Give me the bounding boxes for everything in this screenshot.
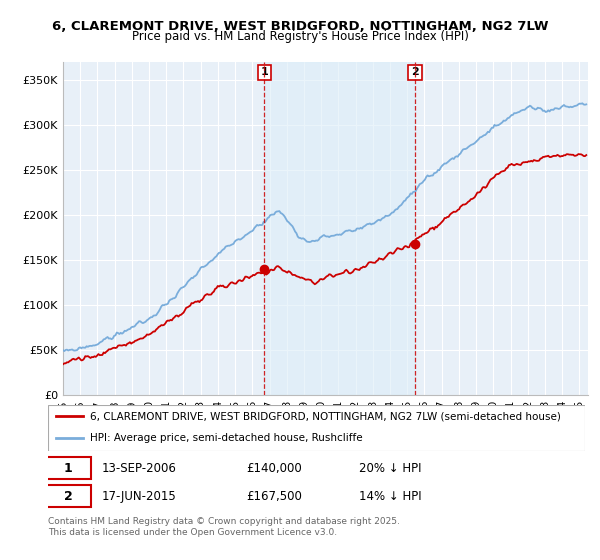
- Text: 13-SEP-2006: 13-SEP-2006: [102, 461, 176, 474]
- Text: Contains HM Land Registry data © Crown copyright and database right 2025.
This d: Contains HM Land Registry data © Crown c…: [48, 517, 400, 537]
- Text: Price paid vs. HM Land Registry's House Price Index (HPI): Price paid vs. HM Land Registry's House …: [131, 30, 469, 43]
- Text: 1: 1: [260, 67, 268, 77]
- Bar: [265, 62, 415, 395]
- Text: 14% ↓ HPI: 14% ↓ HPI: [359, 490, 422, 503]
- Text: 1: 1: [64, 461, 73, 474]
- Text: 2: 2: [411, 67, 419, 77]
- FancyBboxPatch shape: [46, 457, 91, 479]
- Text: £140,000: £140,000: [247, 461, 302, 474]
- Text: HPI: Average price, semi-detached house, Rushcliffe: HPI: Average price, semi-detached house,…: [90, 433, 362, 443]
- Text: £167,500: £167,500: [247, 490, 302, 503]
- Text: 6, CLAREMONT DRIVE, WEST BRIDGFORD, NOTTINGHAM, NG2 7LW: 6, CLAREMONT DRIVE, WEST BRIDGFORD, NOTT…: [52, 20, 548, 32]
- Text: 2: 2: [64, 490, 73, 503]
- Text: 17-JUN-2015: 17-JUN-2015: [102, 490, 176, 503]
- FancyBboxPatch shape: [48, 405, 585, 451]
- Text: 6, CLAREMONT DRIVE, WEST BRIDGFORD, NOTTINGHAM, NG2 7LW (semi-detached house): 6, CLAREMONT DRIVE, WEST BRIDGFORD, NOTT…: [90, 412, 561, 421]
- FancyBboxPatch shape: [46, 486, 91, 507]
- Text: 20% ↓ HPI: 20% ↓ HPI: [359, 461, 422, 474]
